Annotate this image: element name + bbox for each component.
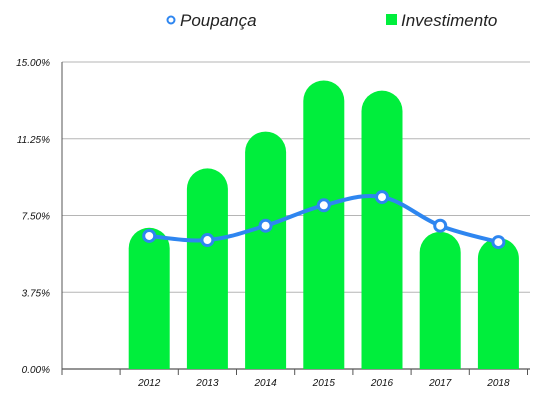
- line-point: [375, 190, 389, 205]
- y-tick-label: 7.50%: [22, 212, 50, 223]
- x-tick-label: 2015: [312, 378, 336, 389]
- bar: [128, 227, 170, 369]
- bar: [245, 131, 287, 369]
- bar: [361, 90, 403, 370]
- x-axis-ticks: 2012 2013 2014 2015 2016 2017 2018: [137, 378, 510, 389]
- line-point: [200, 233, 215, 248]
- bar: [477, 238, 519, 369]
- legend-label: Poupança: [180, 11, 257, 30]
- x-tick-label: 2017: [428, 378, 452, 389]
- x-tick-label: 2016: [370, 378, 394, 389]
- x-tick-label: 2013: [195, 378, 219, 389]
- y-tick-label: 11.25%: [17, 135, 50, 146]
- y-tick-label: 0.00%: [22, 365, 50, 376]
- legend: Poupança Investimento: [166, 11, 497, 30]
- bar: [303, 80, 345, 370]
- x-tick-label: 2014: [253, 378, 277, 389]
- line-point: [433, 218, 448, 233]
- y-tick-label: 3.75%: [22, 288, 50, 299]
- legend-marker-line: [166, 15, 176, 25]
- bar-series: [128, 80, 519, 370]
- x-tick-label: 2012: [137, 378, 161, 389]
- line-point: [142, 228, 157, 243]
- line-point: [316, 198, 331, 213]
- x-tick-label: 2018: [486, 378, 510, 389]
- legend-marker-bar: [386, 14, 397, 25]
- y-axis-ticks: 0.00% 3.75% 7.50% 11.25% 15.00%: [16, 58, 50, 376]
- bar: [186, 168, 228, 369]
- y-tick-label: 15.00%: [16, 58, 50, 69]
- line-series: [142, 190, 506, 250]
- legend-label: Investimento: [401, 11, 497, 30]
- bar: [419, 231, 461, 369]
- line-point: [258, 218, 273, 233]
- line-point: [491, 235, 506, 250]
